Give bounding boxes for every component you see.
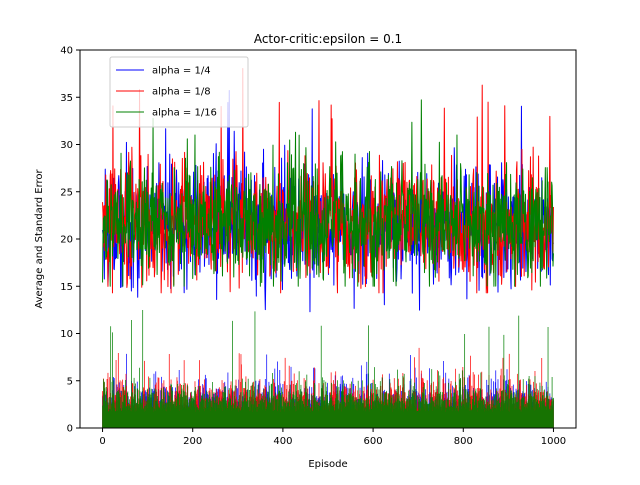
legend-label-alpha-eighth: alpha = 1/8 [152, 87, 211, 98]
y-tick-label: 20 [60, 235, 73, 246]
x-tick-label: 200 [183, 436, 202, 447]
y-tick-label: 25 [60, 187, 73, 198]
series-line-3 [102, 99, 554, 287]
plot-series [102, 68, 554, 428]
y-tick-label: 5 [67, 376, 73, 387]
y-tick-label: 10 [60, 329, 73, 340]
x-tick-label: 800 [454, 436, 473, 447]
x-tick-label: 0 [99, 436, 105, 447]
legend-box [109, 56, 249, 128]
x-axis-ticks: 0 200 400 600 800 1000 [99, 428, 566, 447]
y-axis-label: Average and Standard Error [34, 168, 45, 308]
chart-title: Actor-critic:epsilon = 0.1 [254, 32, 402, 46]
y-tick-label: 30 [60, 140, 73, 151]
stderr-bars-3 [102, 310, 554, 428]
x-axis-label: Episode [308, 459, 347, 470]
y-tick-label: 40 [60, 46, 73, 57]
legend-label-alpha-quarter: alpha = 1/4 [152, 66, 211, 77]
x-tick-label: 1000 [541, 436, 566, 447]
legend-label-alpha-sixteenth: alpha = 1/16 [152, 108, 217, 119]
y-tick-label: 35 [60, 93, 73, 104]
x-tick-label: 400 [273, 436, 292, 447]
x-tick-label: 600 [364, 436, 383, 447]
y-tick-label: 15 [60, 282, 73, 293]
y-axis-ticks: 0 5 10 15 20 25 30 35 40 [60, 46, 80, 435]
y-tick-label: 0 [67, 424, 73, 435]
legend: alpha = 1/4 alpha = 1/8 alpha = 1/16 [109, 56, 249, 128]
